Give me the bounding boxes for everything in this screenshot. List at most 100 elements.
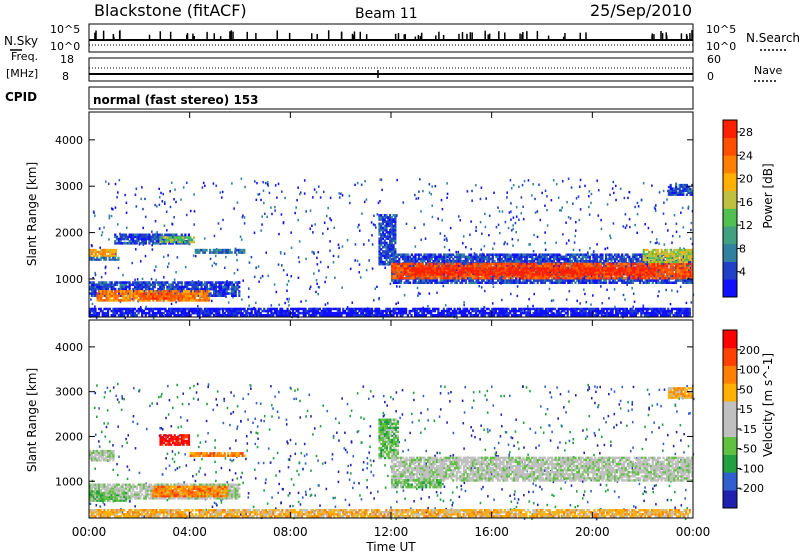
echo-cell (380, 216, 383, 219)
echo-cell (618, 311, 621, 315)
echo-cell (531, 253, 534, 257)
echo-cell (589, 309, 593, 313)
echo-cell (394, 233, 397, 236)
scatter-point (104, 265, 107, 268)
echo-cell (536, 257, 539, 261)
echo-cell (136, 290, 139, 293)
echo-cell (164, 292, 167, 296)
echo-cell (119, 309, 122, 313)
echo-cell (99, 281, 102, 284)
echo-cell (428, 255, 431, 259)
echo-cell (381, 260, 385, 264)
echo-cell (688, 309, 691, 313)
echo-cell (378, 258, 381, 262)
echo-cell (173, 238, 176, 242)
echo-cell (266, 313, 269, 317)
echo-cell (385, 226, 388, 230)
echo-cell (567, 274, 570, 278)
echo-cell (159, 313, 162, 317)
echo-cell (299, 307, 302, 311)
echo-cell (196, 281, 200, 284)
scatter-point (101, 231, 104, 234)
echo-cell (89, 307, 92, 311)
scatter-point (286, 283, 288, 286)
echo-cell (89, 285, 92, 289)
scatter-point (93, 214, 96, 217)
echo-cell (403, 253, 406, 257)
echo-cell (376, 309, 379, 313)
echo-cell (475, 253, 478, 257)
echo-cell (99, 258, 102, 261)
echo-cell (417, 281, 421, 285)
echo-cell (458, 307, 462, 311)
echo-cell (110, 258, 113, 261)
echo-cell (198, 307, 201, 311)
echo-cell (536, 309, 539, 313)
echo-cell (110, 299, 114, 302)
echo-cell (414, 281, 417, 285)
echo-cell (656, 313, 659, 317)
scatter-point (288, 297, 290, 301)
echo-cell (342, 307, 345, 311)
echo-cell (144, 242, 147, 245)
echo-cell (146, 299, 150, 302)
echo-cell (387, 256, 390, 260)
echo-cell (166, 297, 169, 300)
echo-cell (435, 279, 439, 282)
echo-cell (113, 258, 117, 261)
echo-cell (608, 257, 611, 261)
echo-cell (179, 292, 182, 296)
echo-cell (486, 257, 489, 261)
echo-cell (612, 257, 615, 261)
echo-cell (352, 307, 356, 311)
echo-cell (434, 255, 437, 259)
echo-cell (365, 311, 368, 315)
scatter-point (175, 270, 177, 274)
echo-cell (552, 313, 555, 317)
echo-cell (480, 311, 483, 315)
echo-cell (426, 307, 429, 311)
echo-cell (171, 287, 174, 291)
echo-cell (403, 259, 406, 263)
echo-cell (336, 309, 339, 313)
scatter-point (655, 238, 658, 241)
echo-cell (216, 294, 219, 297)
echo-cell (383, 235, 386, 238)
echo-cell (232, 307, 235, 311)
echo-cell (466, 262, 469, 265)
echo-cell (123, 290, 126, 293)
echo-cell (668, 309, 672, 313)
echo-cell (566, 309, 569, 313)
echo-cell (473, 257, 476, 261)
echo-cell (437, 309, 440, 313)
echo-cell (109, 294, 112, 298)
echo-cell (288, 313, 291, 317)
echo-cell (464, 255, 467, 259)
echo-cell (132, 292, 135, 295)
echo-cell (470, 279, 473, 282)
echo-cell (255, 313, 259, 317)
echo-cell (530, 313, 533, 317)
echo-cell (585, 255, 588, 259)
echo-cell (146, 237, 149, 241)
echo-cell (498, 259, 502, 263)
echo-cell (205, 307, 208, 311)
echo-cell (582, 311, 585, 315)
echo-cell (144, 285, 147, 289)
echo-cell (92, 290, 95, 293)
echo-cell (549, 257, 552, 261)
echo-cell (94, 290, 97, 293)
scatter-point (632, 305, 635, 308)
echo-cell (130, 311, 133, 315)
echo-cell (152, 292, 155, 296)
echo-cell (166, 287, 169, 291)
echo-cell (231, 283, 234, 287)
echo-cell (503, 307, 506, 311)
scatter-point (384, 266, 386, 270)
echo-cell (141, 290, 144, 293)
echo-cell (461, 279, 464, 282)
echo-cell (115, 242, 119, 245)
echo-cell (443, 279, 446, 282)
echo-cell (498, 307, 501, 311)
echo-cell (320, 313, 323, 317)
